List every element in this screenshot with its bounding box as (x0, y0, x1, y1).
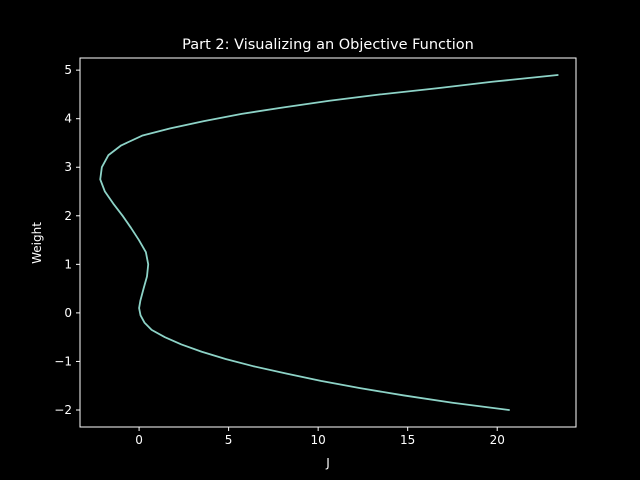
y-axis: −2 −1 0 1 2 3 4 5 (54, 63, 80, 417)
series-line-0 (99, 74, 559, 411)
x-axis-label: J (325, 456, 330, 470)
chart-title: Part 2: Visualizing an Objective Functio… (182, 37, 474, 53)
x-tick-label: 0 (135, 433, 143, 447)
y-tick-label: 1 (64, 257, 72, 271)
y-axis-label: Weight (30, 222, 44, 264)
x-axis: 0 5 10 15 20 (135, 427, 505, 447)
x-tick-label: 10 (311, 433, 326, 447)
x-tick-label: 15 (400, 433, 415, 447)
plot-area (99, 74, 559, 411)
y-tick-label: 4 (64, 112, 72, 126)
y-tick-label: 5 (64, 63, 72, 77)
x-tick-label: 20 (490, 433, 505, 447)
x-tick-label: 5 (225, 433, 233, 447)
y-tick-label: 3 (64, 160, 72, 174)
y-tick-label: 0 (64, 306, 72, 320)
y-tick-label: −1 (54, 354, 72, 368)
axes-frame (79, 57, 577, 428)
y-tick-label: −2 (54, 403, 72, 417)
y-tick-label: 2 (64, 209, 72, 223)
